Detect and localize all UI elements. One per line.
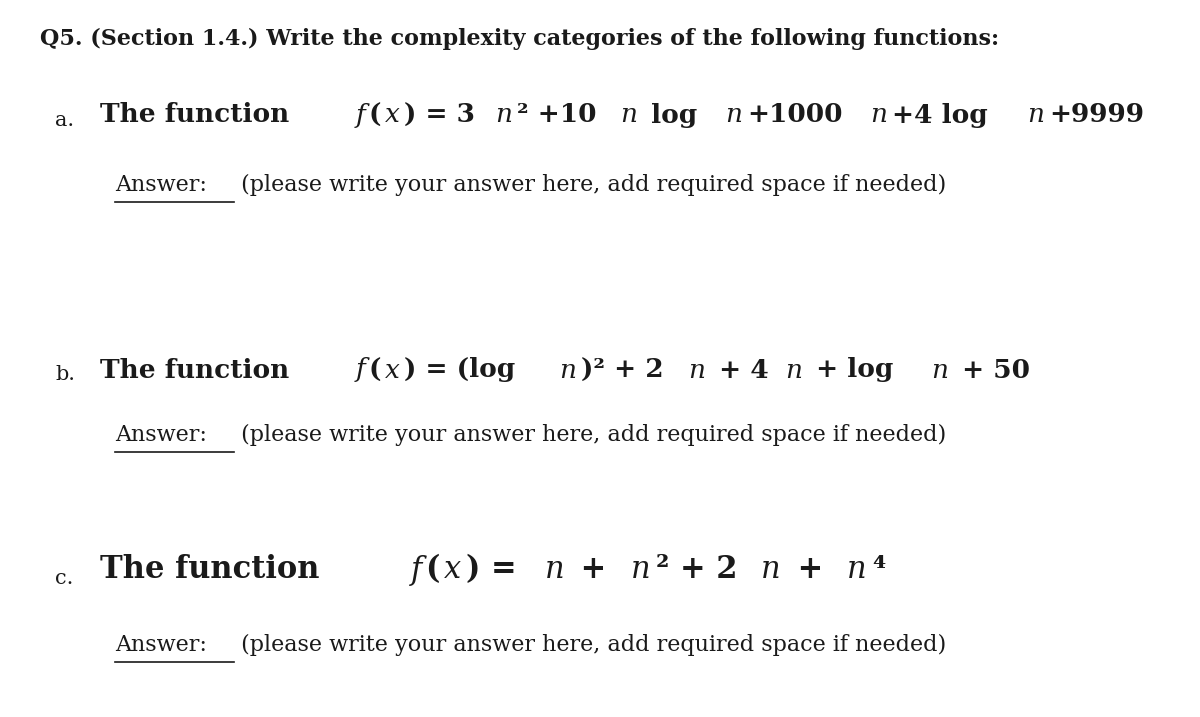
Text: (: ( — [425, 554, 439, 586]
Text: ) = 3: ) = 3 — [404, 103, 475, 128]
Text: log: log — [642, 103, 707, 128]
Text: n: n — [870, 103, 887, 128]
Text: n: n — [631, 554, 650, 586]
Text: ² + 2: ² + 2 — [656, 554, 738, 586]
Text: n: n — [688, 358, 704, 382]
Text: Answer:: Answer: — [115, 424, 206, 446]
Text: + 4: + 4 — [709, 358, 768, 382]
Text: n: n — [496, 103, 512, 128]
Text: +9999: +9999 — [1049, 103, 1145, 128]
Text: ) = (log: ) = (log — [404, 358, 524, 382]
Text: n: n — [847, 554, 866, 586]
Text: n: n — [786, 358, 803, 382]
Text: b.: b. — [55, 366, 74, 384]
Text: Answer:: Answer: — [115, 174, 206, 196]
Text: (please write your answer here, add required space if needed): (please write your answer here, add requ… — [234, 634, 946, 656]
Text: x: x — [385, 103, 400, 128]
Text: + log: + log — [808, 358, 902, 382]
Text: ) =: ) = — [466, 554, 527, 586]
Text: a.: a. — [55, 110, 74, 130]
Text: x: x — [385, 358, 400, 382]
Text: +1000: +1000 — [746, 103, 842, 128]
Text: Answer:: Answer: — [115, 634, 206, 656]
Text: n: n — [725, 103, 742, 128]
Text: f: f — [410, 554, 422, 586]
Text: n: n — [559, 358, 576, 382]
Text: Q5. (Section 1.4.) Write the complexity categories of the following functions:: Q5. (Section 1.4.) Write the complexity … — [40, 28, 1000, 50]
Text: The function: The function — [100, 554, 341, 586]
Text: f: f — [356, 358, 366, 382]
Text: ⁴: ⁴ — [872, 554, 886, 586]
Text: (please write your answer here, add required space if needed): (please write your answer here, add requ… — [234, 174, 946, 196]
Text: n: n — [1027, 103, 1044, 128]
Text: The function: The function — [100, 103, 299, 128]
Text: f: f — [356, 103, 366, 128]
Text: The function: The function — [100, 358, 299, 382]
Text: (: ( — [368, 103, 382, 128]
Text: x: x — [444, 554, 461, 586]
Text: n: n — [545, 554, 565, 586]
Text: c.: c. — [55, 569, 73, 587]
Text: (please write your answer here, add required space if needed): (please write your answer here, add requ… — [234, 424, 946, 446]
Text: +: + — [787, 554, 834, 586]
Text: n: n — [761, 554, 781, 586]
Text: + 50: + 50 — [953, 358, 1030, 382]
Text: +: + — [570, 554, 617, 586]
Text: (: ( — [368, 358, 382, 382]
Text: +4 log: +4 log — [892, 103, 997, 128]
Text: n: n — [620, 103, 637, 128]
Text: ² +10: ² +10 — [517, 103, 596, 128]
Text: n: n — [931, 358, 948, 382]
Text: )² + 2: )² + 2 — [581, 358, 664, 382]
